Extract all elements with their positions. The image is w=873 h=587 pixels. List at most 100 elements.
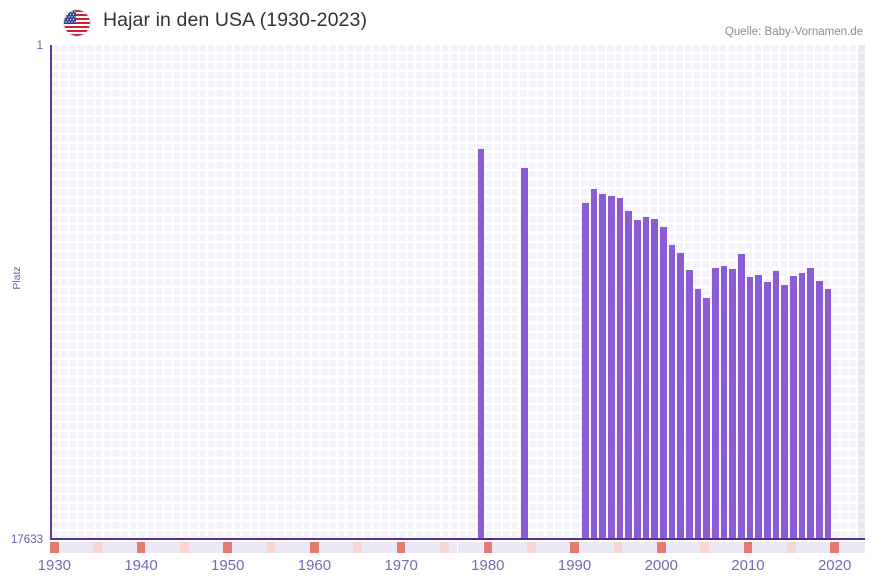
x-tick-1963 <box>336 542 345 553</box>
x-tick-1942 <box>154 542 163 553</box>
bar-2007 <box>720 265 728 538</box>
bar-2012 <box>763 281 771 538</box>
x-tick-2016 <box>795 542 805 553</box>
bar-1979 <box>477 149 485 538</box>
x-tick-1957 <box>284 542 293 553</box>
x-tick-1973 <box>422 542 432 553</box>
x-tick-1966 <box>362 542 371 553</box>
bar-2018 <box>816 281 823 538</box>
x-tick-2022 <box>847 542 857 553</box>
x-tick-1955 <box>266 542 276 553</box>
x-tick-1989 <box>561 542 571 553</box>
x-tick-2002 <box>674 542 683 553</box>
x-tick-1993 <box>596 542 605 553</box>
bar-1996 <box>625 210 632 538</box>
x-axis-label-1930: 1930 <box>37 557 72 574</box>
x-tick-1951 <box>232 542 241 553</box>
x-tick-1982 <box>500 542 510 553</box>
bar-2013 <box>772 270 780 538</box>
x-tick-2010 <box>743 542 753 553</box>
x-tick-1962 <box>327 542 337 553</box>
x-tick-2008 <box>726 542 735 553</box>
x-tick-1979 <box>474 542 484 553</box>
x-tick-1976 <box>448 542 458 553</box>
x-tick-2012 <box>760 542 770 553</box>
bar-2011 <box>755 274 762 538</box>
x-axis-label-1970: 1970 <box>384 557 418 574</box>
bar-2015 <box>790 276 797 538</box>
bar-2001 <box>668 245 676 538</box>
x-tick-2023 <box>856 542 865 553</box>
x-axis-label-1990: 1990 <box>557 557 592 574</box>
x-axis-label-1950: 1950 <box>211 557 245 574</box>
x-tick-1931 <box>58 542 68 553</box>
x-tick-2007 <box>717 542 727 553</box>
bar-1994 <box>607 195 615 538</box>
x-axis-label-1940: 1940 <box>124 557 158 574</box>
x-tick-1986 <box>535 542 545 553</box>
x-tick-1954 <box>258 542 267 553</box>
x-axis-label-1960: 1960 <box>297 557 332 574</box>
x-tick-1992 <box>587 542 597 553</box>
x-tick-1991 <box>578 542 588 553</box>
x-tick-1938 <box>119 542 129 553</box>
x-tick-1988 <box>552 542 562 553</box>
x-tick-1967 <box>370 542 380 553</box>
bar-1992 <box>590 188 598 538</box>
x-tick-1990 <box>570 542 579 553</box>
x-tick-1960 <box>310 542 319 553</box>
bar-2010 <box>746 277 754 538</box>
x-tick-2020 <box>830 542 839 553</box>
x-tick-1971 <box>405 542 415 553</box>
x-tick-1977 <box>457 542 467 553</box>
bar-2004 <box>694 289 702 538</box>
x-tick-2005 <box>700 542 709 553</box>
x-tick-1980 <box>483 542 493 553</box>
bar-2000 <box>659 226 667 538</box>
bar-2017 <box>807 267 814 538</box>
x-tick-2014 <box>778 542 787 553</box>
x-tick-2018 <box>812 542 822 553</box>
x-tick-1999 <box>648 542 657 553</box>
x-tick-1952 <box>240 542 250 553</box>
x-axis-label-2010: 2010 <box>731 557 765 574</box>
plot-area <box>50 45 865 540</box>
x-tick-1974 <box>431 542 441 553</box>
x-tick-1945 <box>180 542 189 553</box>
bar-1995 <box>616 198 624 538</box>
bar-1997 <box>633 219 641 538</box>
x-tick-2006 <box>708 542 718 553</box>
x-tick-2013 <box>769 542 779 553</box>
x-tick-2000 <box>656 542 666 553</box>
x-tick-1935 <box>93 542 102 553</box>
x-axis-label-2000: 2000 <box>644 557 678 574</box>
x-tick-1969 <box>388 542 397 553</box>
x-tick-1933 <box>76 542 85 553</box>
x-tick-1995 <box>613 542 623 553</box>
x-tick-1939 <box>128 542 137 553</box>
bar-2019 <box>824 288 832 538</box>
x-tick-1947 <box>197 542 207 553</box>
bar-2006 <box>711 267 719 538</box>
chart-header: Hajar in den USA (1930-2023) Quelle: Bab… <box>0 0 873 45</box>
bar-2014 <box>781 284 788 538</box>
bar-1993 <box>599 194 606 538</box>
x-tick-1994 <box>604 542 614 553</box>
x-tick-1944 <box>171 542 181 553</box>
x-tick-1981 <box>492 542 501 553</box>
x-tick-1940 <box>136 542 146 553</box>
y-axis-bottom-tick: 17633 <box>11 534 43 546</box>
x-tick-1996 <box>622 542 631 553</box>
x-tick-1943 <box>162 542 172 553</box>
bar-1991 <box>581 202 589 538</box>
us-flag-icon <box>64 10 90 36</box>
x-axis-labels: 1930 1940 1950 1960 1970 1980 1990 2000 2010 2020 <box>38 557 865 583</box>
bar-2002 <box>677 252 684 538</box>
x-tick-2003 <box>682 542 692 553</box>
x-tick-2017 <box>804 542 813 553</box>
x-tick-2015 <box>786 542 796 553</box>
x-tick-1975 <box>440 542 449 553</box>
x-tick-1958 <box>292 542 302 553</box>
x-tick-1985 <box>526 542 536 553</box>
